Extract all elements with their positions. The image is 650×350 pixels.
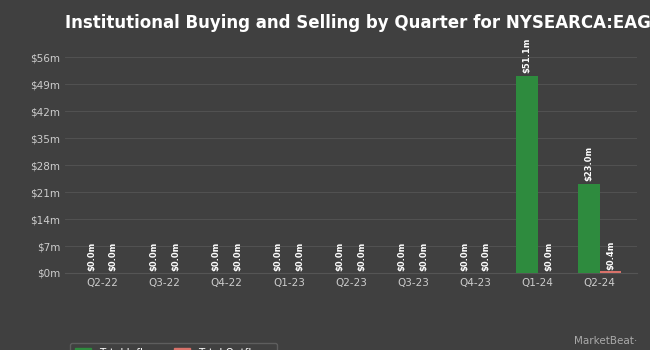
Text: $0.0m: $0.0m — [233, 242, 242, 271]
Legend: Total Inflows, Total Outflows: Total Inflows, Total Outflows — [70, 343, 277, 350]
Text: Institutional Buying and Selling by Quarter for NYSEARCA:EAGL: Institutional Buying and Selling by Quar… — [65, 14, 650, 32]
Text: $51.1m: $51.1m — [522, 38, 531, 73]
Text: $0.0m: $0.0m — [544, 242, 553, 271]
Bar — [600, 272, 621, 273]
Text: $0.0m: $0.0m — [398, 242, 407, 271]
Text: $0.0m: $0.0m — [171, 242, 180, 271]
Text: $0.0m: $0.0m — [335, 242, 345, 271]
Bar — [578, 184, 600, 273]
Text: $0.0m: $0.0m — [460, 242, 469, 271]
Text: $0.4m: $0.4m — [606, 240, 615, 270]
Text: $0.0m: $0.0m — [149, 242, 158, 271]
Bar — [515, 76, 538, 273]
Text: $23.0m: $23.0m — [584, 146, 593, 181]
Text: $0.0m: $0.0m — [482, 242, 491, 271]
Text: $0.0m: $0.0m — [419, 242, 428, 271]
Text: $0.0m: $0.0m — [87, 242, 96, 271]
Text: $0.0m: $0.0m — [274, 242, 283, 271]
Text: $0.0m: $0.0m — [109, 242, 118, 271]
Text: $0.0m: $0.0m — [211, 242, 220, 271]
Text: $0.0m: $0.0m — [295, 242, 304, 271]
Text: $0.0m: $0.0m — [358, 242, 367, 271]
Text: MarketBeat·: MarketBeat· — [574, 336, 637, 346]
